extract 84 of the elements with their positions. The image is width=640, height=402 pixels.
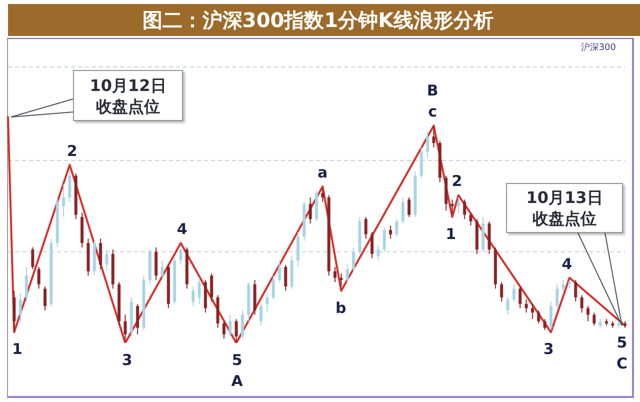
candlestick <box>562 279 565 294</box>
candlestick <box>556 284 559 309</box>
candlestick <box>192 286 195 307</box>
candlestick <box>62 184 66 218</box>
candlestick <box>136 303 140 335</box>
candlestick <box>210 272 214 302</box>
annotation: 1 <box>12 340 22 358</box>
candlestick <box>592 312 596 326</box>
text: 10月12日收盘点位 <box>88 74 168 116</box>
candlestick <box>376 244 380 261</box>
candlestick <box>44 286 47 311</box>
text: 5 <box>232 351 242 369</box>
candlestick <box>308 196 312 224</box>
candlestick <box>321 188 324 202</box>
candlestick <box>469 212 472 226</box>
candlestick <box>296 232 300 268</box>
annotation: 4 <box>176 220 188 238</box>
text: c <box>428 102 438 121</box>
candlestick <box>401 196 404 224</box>
annotation: 10月13日收盘点位 <box>525 187 604 229</box>
annotation: 2 <box>66 142 78 160</box>
candlestick <box>370 232 374 259</box>
annotation: 1 <box>446 224 456 243</box>
candlestick <box>340 272 343 287</box>
candlestick <box>408 196 411 218</box>
candlestick <box>99 238 102 270</box>
annotation: 4 <box>562 254 572 273</box>
text: 沪深300 <box>580 42 616 54</box>
candlestick <box>420 146 423 178</box>
candlestick <box>12 290 16 333</box>
candlestick <box>154 246 158 280</box>
candlestick <box>580 294 584 314</box>
candlestick <box>352 246 356 272</box>
candlestick <box>31 246 34 270</box>
candlestick <box>105 249 108 272</box>
candlestick <box>364 216 368 240</box>
candlestick <box>586 306 590 322</box>
candlestick <box>25 266 28 302</box>
candlestick <box>259 303 262 326</box>
candlestick <box>68 168 72 202</box>
text: A <box>231 372 244 390</box>
candlestick <box>512 284 516 302</box>
candlestick <box>530 303 534 320</box>
candlestick <box>37 266 40 290</box>
annotation: 3 <box>543 340 554 358</box>
candlestick <box>272 275 275 300</box>
candlestick <box>549 301 552 330</box>
text: B <box>426 82 438 100</box>
candlestick <box>500 282 504 302</box>
candlestick <box>518 286 522 309</box>
candlestick <box>346 264 349 283</box>
candlestick <box>198 277 201 304</box>
candlestick <box>228 314 232 337</box>
candlestick <box>543 318 546 330</box>
candlestick <box>124 314 127 342</box>
candlestick <box>389 225 392 240</box>
candlestick <box>426 132 430 159</box>
candlestick <box>463 199 466 220</box>
candlestick <box>395 218 398 238</box>
annotation: a <box>318 164 328 182</box>
chart-title: 图二：沪深300指数1分钟K线浪形分析 <box>8 4 640 36</box>
candlestick <box>18 292 22 324</box>
candlestick <box>266 292 269 314</box>
candlestick <box>382 227 386 252</box>
candlestick <box>456 196 460 214</box>
candlestick <box>179 244 182 266</box>
candlestick <box>574 279 578 302</box>
candlestick <box>278 260 281 283</box>
candlestick <box>160 260 164 278</box>
candlestick <box>537 310 540 324</box>
candlestick <box>506 296 510 316</box>
candlestick <box>234 318 238 343</box>
candlestick <box>222 320 226 340</box>
candlestick <box>524 299 528 314</box>
candlestick <box>284 264 288 292</box>
text: 3 <box>122 351 132 369</box>
text: C <box>616 354 628 373</box>
candlestick <box>334 266 337 283</box>
annotation: 2 <box>452 172 462 190</box>
candlestick <box>450 199 454 216</box>
annotation: 5 <box>616 334 628 352</box>
annotation: b <box>336 298 347 317</box>
candlestick <box>240 310 244 340</box>
candlestick <box>432 125 436 148</box>
